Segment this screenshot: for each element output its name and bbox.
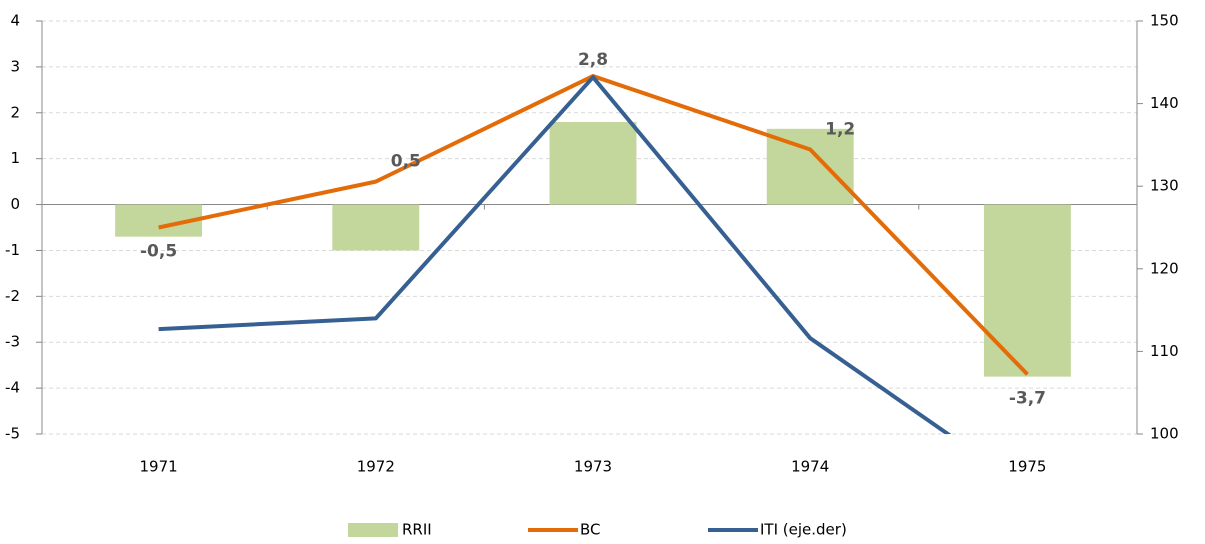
y-tick-label: 2: [10, 103, 20, 121]
data-label: 1,2: [825, 119, 855, 139]
bars: [115, 121, 1071, 377]
bar: [332, 204, 420, 251]
legend-label: ITI (eje.der): [760, 521, 847, 539]
bar: [983, 204, 1071, 377]
y2-tick-label: 120: [1150, 259, 1179, 277]
legend-label: RRII: [402, 521, 432, 539]
x-tick-label: 1972: [357, 458, 395, 476]
x-tick-label: 1975: [1008, 458, 1046, 476]
data-label: -0,5: [140, 242, 177, 262]
y-tick-label: -5: [5, 425, 20, 443]
y-tick-label: -1: [5, 241, 20, 259]
x-tick-label: 1971: [140, 458, 178, 476]
legend-swatch: [348, 523, 398, 537]
data-label: 2,8: [578, 50, 608, 70]
x-tick-label: 1974: [791, 458, 829, 476]
x-tick-label: 1973: [574, 458, 612, 476]
y2-tick-label: 140: [1150, 94, 1179, 112]
y-tick-label: -4: [5, 379, 20, 397]
y2-tick-label: 130: [1150, 177, 1179, 195]
y2-tick-label: 100: [1150, 425, 1179, 443]
data-label: 0,5: [391, 152, 421, 172]
bar: [549, 121, 637, 205]
y-tick-label: -3: [5, 333, 20, 351]
line: [158, 75, 952, 434]
y-tick-label: 3: [10, 57, 20, 75]
y-tick-label: 0: [10, 195, 20, 213]
y2-tick-label: 150: [1150, 12, 1179, 30]
y-tick-label: -2: [5, 287, 20, 305]
y-tick-label: 1: [10, 149, 20, 167]
data-label: -3,7: [1009, 388, 1046, 408]
y-tick-label: 4: [10, 12, 20, 30]
lines: [158, 74, 1029, 434]
legend-label: BC: [580, 521, 601, 539]
labels: -0,5 0,5 2,8 1,2 -3,7 RRII BC ITI (eje.der): [140, 50, 1046, 538]
y2-tick-label: 110: [1150, 342, 1179, 360]
line: [158, 74, 1029, 376]
